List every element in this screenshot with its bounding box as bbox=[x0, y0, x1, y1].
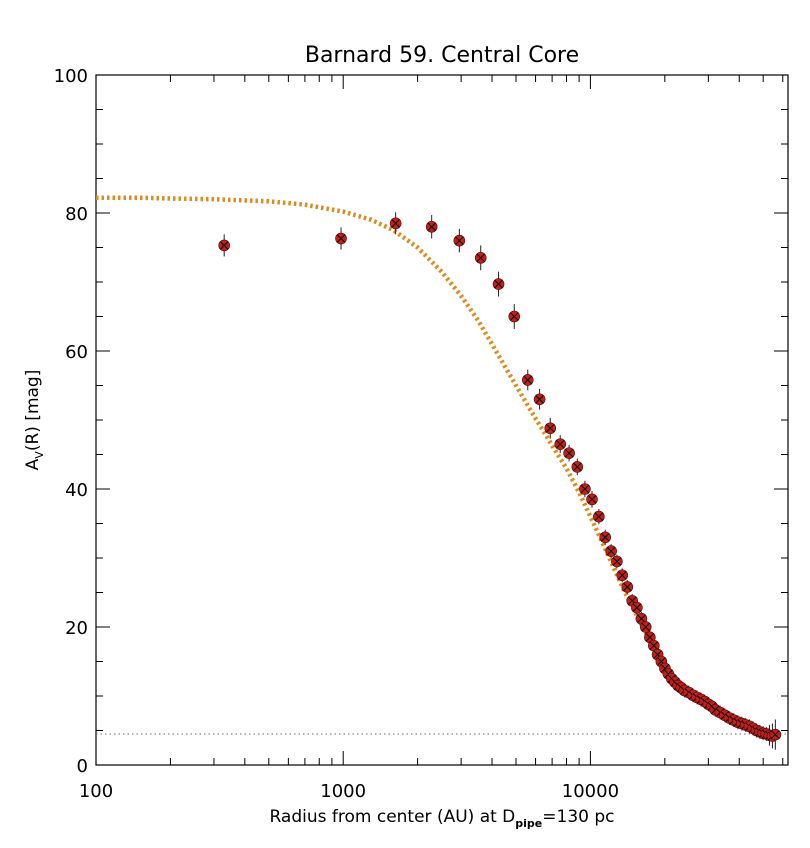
data-point-cross bbox=[632, 603, 642, 613]
y-tick-label: 80 bbox=[65, 204, 88, 225]
y-tick-label: 100 bbox=[54, 66, 88, 87]
x-axis-label-base: Radius from center (AU) at D bbox=[269, 807, 515, 827]
data-point-cross bbox=[476, 253, 486, 263]
data-point-cross bbox=[391, 218, 401, 228]
data-point-cross bbox=[606, 546, 616, 556]
data-point-cross bbox=[641, 622, 651, 632]
x-axis-label: Radius from center (AU) at Dpipe=130 pc bbox=[269, 807, 614, 830]
data-point-cross bbox=[770, 730, 780, 740]
x-tick-label: 1000 bbox=[320, 781, 366, 802]
x-axis-label-sub: pipe bbox=[515, 817, 542, 830]
data-point-cross bbox=[637, 614, 646, 624]
data-point-cross bbox=[336, 234, 346, 243]
x-tick-label: 10000 bbox=[562, 781, 619, 802]
y-tick-label: 60 bbox=[65, 342, 88, 363]
data-point-cross bbox=[555, 439, 565, 449]
data-point-cross bbox=[454, 236, 464, 245]
data-point-cross bbox=[545, 423, 555, 433]
y-axis-label-base: A bbox=[23, 458, 43, 470]
data-point-cross bbox=[617, 570, 627, 580]
y-tick-label: 0 bbox=[77, 756, 88, 777]
y-axis-label: AV(R) [mag] bbox=[23, 370, 46, 471]
y-tick-label: 40 bbox=[65, 480, 88, 501]
x-axis-label-tail: =130 pc bbox=[542, 807, 614, 827]
data-point-cross bbox=[572, 462, 582, 472]
model-curve bbox=[96, 195, 780, 738]
data-point-cross bbox=[523, 375, 533, 385]
data-point-cross bbox=[535, 394, 544, 404]
chart-title: Barnard 59. Central Core bbox=[305, 43, 579, 68]
data-point-cross bbox=[622, 582, 632, 592]
data-point-cross bbox=[649, 641, 659, 651]
plot-frame bbox=[95, 74, 789, 766]
data-point-cross bbox=[564, 448, 574, 458]
data-point-cross bbox=[219, 241, 229, 250]
data-point-cross bbox=[612, 557, 622, 566]
data-point-cross bbox=[587, 494, 597, 504]
data-point-cross bbox=[580, 484, 590, 494]
data-point-cross bbox=[594, 512, 604, 521]
y-axis-label-tail: (R) [mag] bbox=[23, 370, 43, 452]
y-axis-label-sub: V bbox=[33, 451, 46, 459]
data-point-cross bbox=[600, 532, 610, 542]
y-tick-label: 20 bbox=[65, 618, 88, 639]
x-tick-label: 100 bbox=[79, 781, 113, 802]
data-point-cross bbox=[427, 222, 437, 232]
data-point-cross bbox=[509, 312, 519, 321]
data-point-cross bbox=[494, 279, 503, 289]
